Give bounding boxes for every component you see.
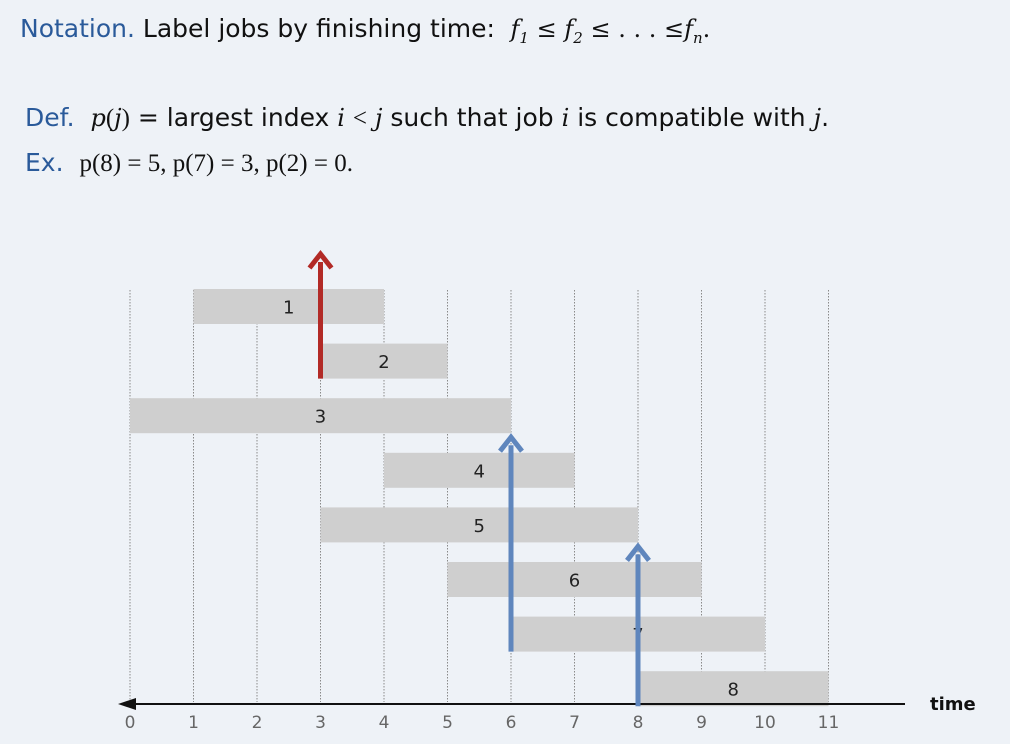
job-label: 5 xyxy=(474,516,485,537)
tick-label: 3 xyxy=(315,713,326,733)
definition-eq-text: = largest index xyxy=(137,103,330,132)
job-bar xyxy=(193,289,384,324)
tick-label: 4 xyxy=(379,713,390,733)
job-bar xyxy=(320,343,448,379)
axis-arrowhead xyxy=(118,698,136,710)
notation-line: Notation. Label jobs by finishing time: … xyxy=(20,14,710,47)
tick-label: 9 xyxy=(696,713,707,733)
p-arrow-head xyxy=(307,249,334,270)
p-arrow-head xyxy=(498,433,524,453)
definition-label: Def. xyxy=(25,103,75,132)
job-label: 8 xyxy=(728,680,739,701)
job-bar xyxy=(638,671,829,707)
tick-label: 10 xyxy=(754,713,776,733)
notation-text: Label jobs by finishing time: xyxy=(142,14,495,43)
tick-label: 8 xyxy=(633,713,644,733)
example-label: Ex. xyxy=(25,148,64,177)
notation-formula: f1 ≤ f2 ≤ . . . ≤fn. xyxy=(510,15,711,47)
job-label: 3 xyxy=(315,407,326,428)
tick-label: 1 xyxy=(188,713,199,733)
axis-label: time xyxy=(930,694,976,715)
tick-label: 11 xyxy=(818,713,840,733)
example-line: Ex. p(8) = 5, p(7) = 3, p(2) = 0. xyxy=(25,148,353,178)
job-bar xyxy=(130,398,511,434)
tick-label: 0 xyxy=(125,713,136,733)
p-arrow-head xyxy=(625,542,651,562)
tick-label: 5 xyxy=(442,713,453,733)
job-label: 2 xyxy=(378,352,389,373)
job-bar xyxy=(447,562,702,597)
notation-label: Notation. xyxy=(20,14,135,43)
job-label: 6 xyxy=(569,571,580,592)
job-bar xyxy=(320,507,638,543)
definition-line: Def. p(j) = largest index i < j such tha… xyxy=(25,103,830,132)
tick-label: 6 xyxy=(506,713,517,733)
job-label: 1 xyxy=(283,298,294,319)
job-bar xyxy=(384,452,575,488)
tick-label: 7 xyxy=(569,713,580,733)
job-label: 4 xyxy=(474,461,485,482)
example-text: p(8) = 5, p(7) = 3, p(2) = 0. xyxy=(79,150,353,177)
tick-label: 2 xyxy=(252,713,263,733)
